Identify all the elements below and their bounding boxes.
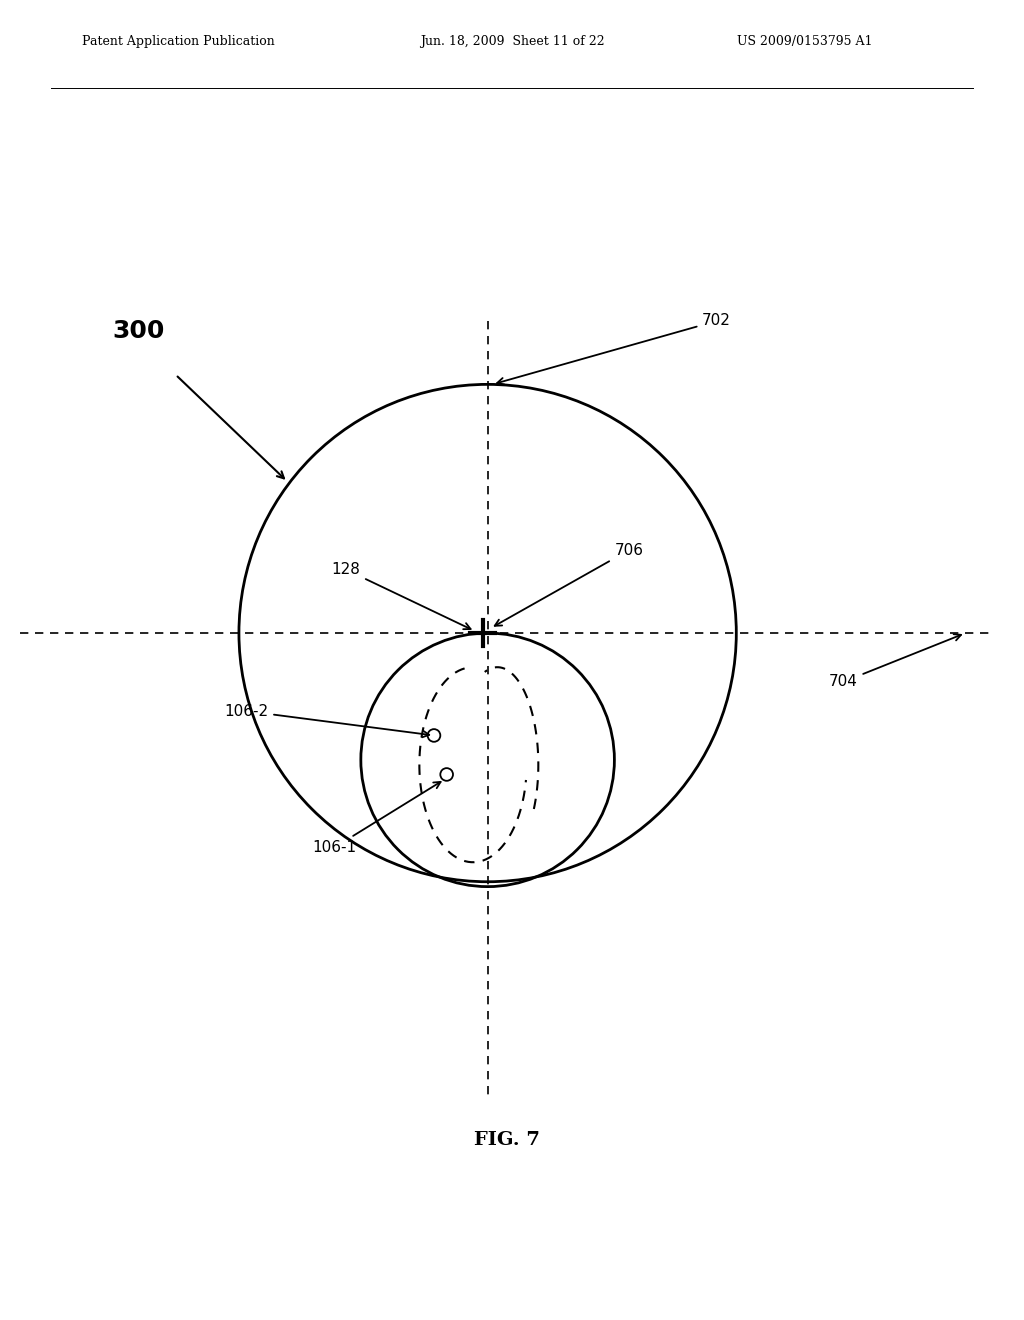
Text: 106-1: 106-1 [312,781,440,855]
Text: FIG. 7: FIG. 7 [474,1131,540,1150]
Text: 702: 702 [497,313,731,384]
Text: 128: 128 [332,562,471,630]
Text: Patent Application Publication: Patent Application Publication [82,36,274,48]
Text: 706: 706 [495,543,643,626]
Text: 106-2: 106-2 [224,704,429,738]
Text: 300: 300 [113,318,165,343]
Text: 704: 704 [829,634,962,689]
Text: US 2009/0153795 A1: US 2009/0153795 A1 [737,36,872,48]
Text: Jun. 18, 2009  Sheet 11 of 22: Jun. 18, 2009 Sheet 11 of 22 [420,36,604,48]
